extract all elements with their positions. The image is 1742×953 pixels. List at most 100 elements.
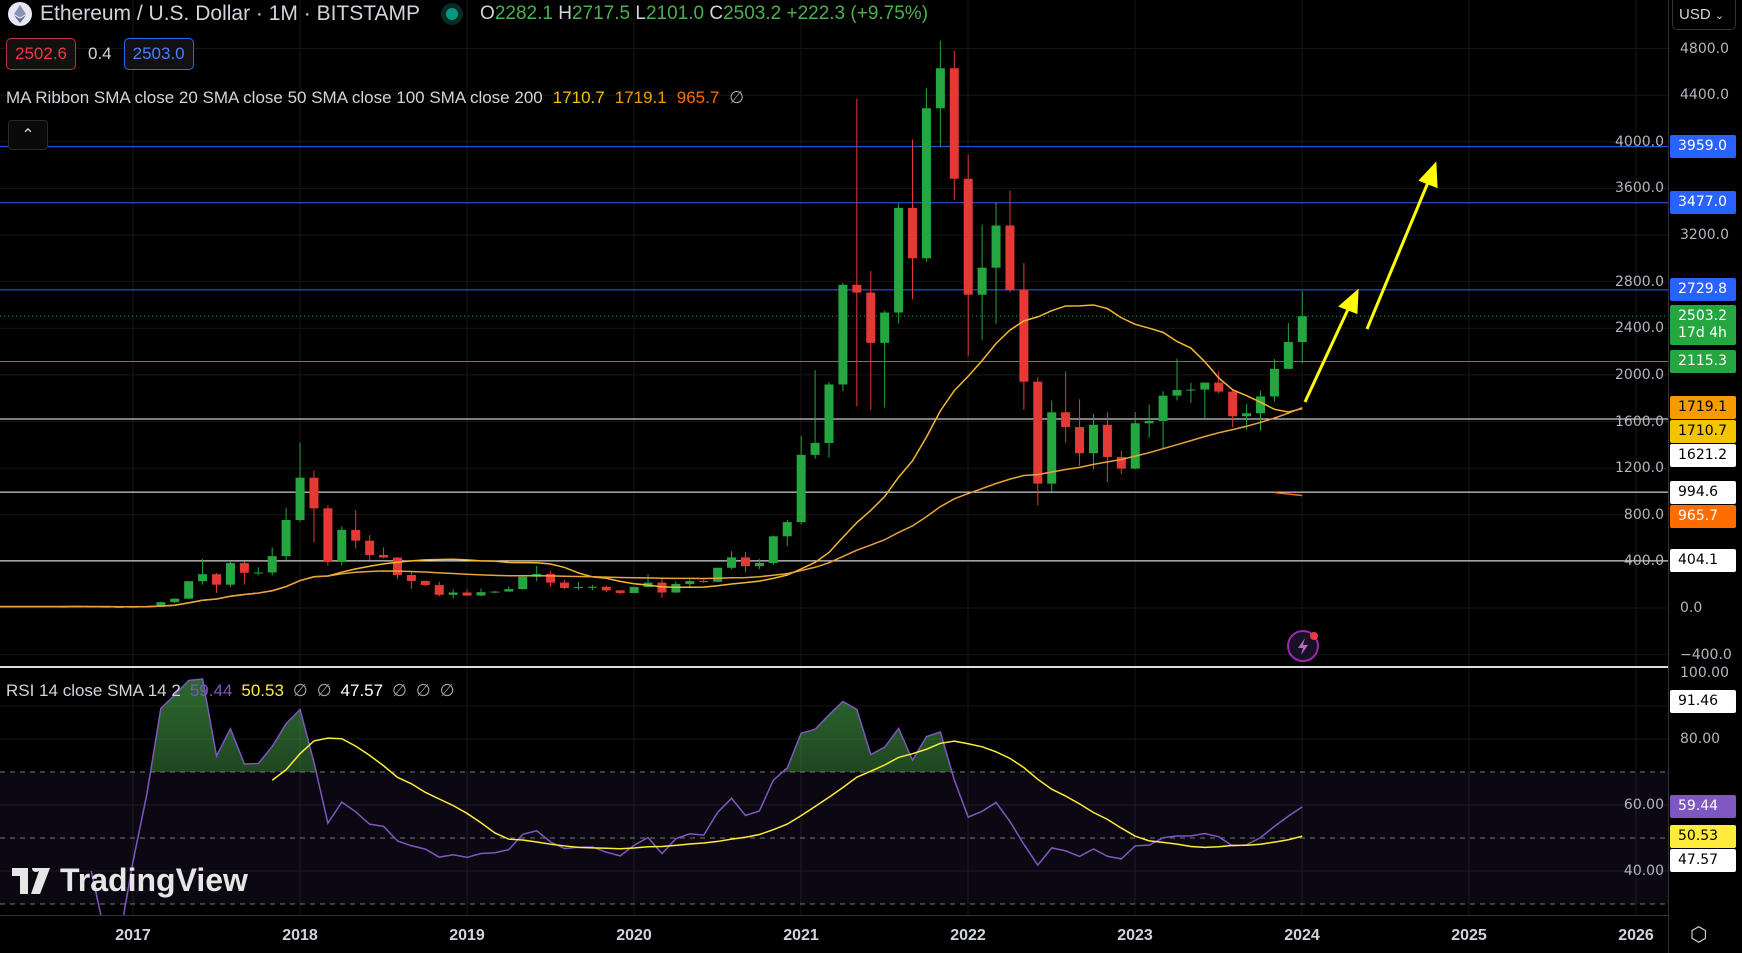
candle <box>1047 412 1057 484</box>
candle <box>824 384 834 443</box>
ma-ribbon-legend[interactable]: MA Ribbon SMA close 20 SMA close 50 SMA … <box>6 88 745 107</box>
candle <box>462 592 472 596</box>
candle <box>713 567 723 582</box>
candle <box>212 574 222 585</box>
price-tick: 1600.0 <box>1615 413 1664 430</box>
rsi-sma-line <box>271 737 1303 850</box>
candle <box>810 442 820 455</box>
symbol-title[interactable]: Ethereum / U.S. Dollar · 1M · BITSTAMP <box>40 2 421 25</box>
candle <box>365 540 375 555</box>
rsi-legend[interactable]: RSI 14 close SMA 14 2 59.44 50.53 ∅ ∅ 47… <box>6 681 455 700</box>
rsi-band <box>0 772 1668 904</box>
candle <box>852 284 862 293</box>
candle <box>894 207 904 313</box>
time-axis[interactable]: 2017 2018 2019 2020 2021 2022 2023 2024 2025 2026 <box>0 915 1668 953</box>
price-axis[interactable] <box>1668 0 1742 953</box>
candle <box>351 529 361 541</box>
candle <box>406 575 416 581</box>
candle <box>908 207 918 259</box>
market-status-icon <box>446 8 459 20</box>
tradingview-logo[interactable]: TradingView <box>12 862 248 899</box>
candle <box>866 292 876 343</box>
arrow-1 <box>1303 304 1352 403</box>
price-chart[interactable] <box>0 0 1668 915</box>
trade-buttons: 2502.6 0.4 2503.0 <box>6 38 194 70</box>
candle <box>1019 290 1029 382</box>
rsi-value-label: 59.44 <box>1670 795 1736 819</box>
candle <box>1242 413 1252 417</box>
candle <box>518 576 528 590</box>
candle <box>740 557 750 567</box>
candle <box>1005 225 1015 291</box>
candle <box>420 580 430 586</box>
candle <box>935 68 945 109</box>
candle <box>490 591 500 593</box>
rsi-value-label: 91.46 <box>1670 689 1736 713</box>
candle <box>1116 456 1126 469</box>
rsi-tick: 60.00 <box>1623 797 1664 813</box>
rsi-tick: 100.00 <box>1680 665 1729 681</box>
candle <box>1033 381 1043 484</box>
sma-100-line <box>1274 491 1303 497</box>
rsi-value-label: 50.53 <box>1670 824 1736 848</box>
settings-icon[interactable]: ⬡ <box>1690 924 1708 946</box>
candle <box>267 556 277 573</box>
price-tick: 3600.0 <box>1615 180 1664 197</box>
candle <box>323 508 333 562</box>
pane-separator[interactable] <box>0 666 1742 668</box>
candle <box>337 529 347 562</box>
collapse-legend-button[interactable]: ⌃ <box>8 120 48 150</box>
arrow-1-head <box>1338 288 1359 315</box>
ethereum-icon <box>8 2 32 26</box>
candle <box>1256 396 1266 414</box>
candle <box>379 554 389 558</box>
candle <box>1075 426 1085 454</box>
price-label: 1621.2 <box>1670 444 1736 468</box>
price-tick: 2000.0 <box>1615 366 1664 383</box>
lightning-icon[interactable] <box>1287 630 1319 662</box>
candle <box>601 586 611 591</box>
year-label: 2022 <box>950 927 986 944</box>
candle <box>476 592 486 596</box>
candle <box>239 563 249 573</box>
ohlc-values: O2282.1 H2717.5 L2101.0 C2503.2 +222.3 (… <box>480 3 929 24</box>
buy-button[interactable]: 2503.0 <box>123 38 194 70</box>
candle <box>1269 368 1279 397</box>
chevron-down-icon: ⌄ <box>1714 10 1725 22</box>
price-tick: 4800.0 <box>1680 40 1729 57</box>
candle <box>1200 382 1210 390</box>
price-tick: 1200.0 <box>1615 460 1664 477</box>
trend-arrows[interactable] <box>1303 161 1438 403</box>
price-label: 2503.2 17d 4h <box>1670 304 1736 345</box>
price-tick: −400.0 <box>1680 646 1732 663</box>
candle <box>838 284 848 385</box>
currency-dropdown[interactable]: USD ⌄ <box>1672 0 1736 30</box>
sell-button[interactable]: 2502.6 <box>6 38 76 70</box>
rsi-tick: 80.00 <box>1680 731 1721 747</box>
year-label: 2020 <box>616 927 652 944</box>
price-tick: 4400.0 <box>1680 87 1729 104</box>
candle <box>573 587 583 589</box>
year-label: 2021 <box>783 927 819 944</box>
price-label: 404.1 <box>1670 549 1736 573</box>
candle <box>560 582 570 588</box>
candles <box>58 40 1307 608</box>
candle <box>1214 382 1224 392</box>
candle <box>629 587 639 593</box>
candle <box>754 563 764 567</box>
candle <box>1172 390 1182 396</box>
grid <box>0 0 1668 915</box>
year-label: 2025 <box>1451 927 1487 944</box>
rsi-line <box>90 678 1303 915</box>
rsi-indicator <box>90 678 1303 915</box>
rsi-overbought-fill <box>91 678 1303 772</box>
price-label: 965.7 <box>1670 504 1736 528</box>
candle <box>782 522 792 537</box>
price-tick: 800.0 <box>1623 506 1664 523</box>
candle <box>699 581 709 583</box>
price-label: 3959.0 <box>1670 135 1736 159</box>
rsi-tick: 40.00 <box>1623 863 1664 879</box>
candle <box>1158 395 1168 421</box>
year-label: 2018 <box>282 927 318 944</box>
candle <box>615 590 625 593</box>
